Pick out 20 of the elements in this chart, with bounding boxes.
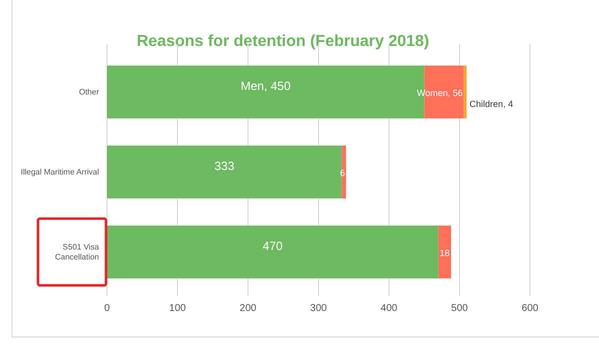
bar xyxy=(107,226,438,278)
x-tick-label: 100 xyxy=(169,303,186,314)
data-label: Men, 450 xyxy=(240,79,291,93)
data-label: 18 xyxy=(440,248,450,258)
x-tick-label: 400 xyxy=(380,303,398,314)
data-label: 470 xyxy=(262,239,284,253)
data-label: Children, 4 xyxy=(470,98,514,109)
x-tick-label: 600 xyxy=(522,303,539,314)
y-tick-label: Other xyxy=(78,88,100,97)
x-tick-label: 0 xyxy=(104,303,110,314)
x-tick-label: 300 xyxy=(310,303,328,314)
x-tick-label: 500 xyxy=(451,303,468,314)
bar xyxy=(438,226,452,278)
chart-title: Reasons for detention (February 2018) xyxy=(136,33,430,50)
bar xyxy=(107,146,342,198)
x-tick-label: 200 xyxy=(240,303,257,314)
y-tick-label: S501 Visa Cancellation xyxy=(54,242,100,262)
y-tick-label: Illegal Maritime Arrival xyxy=(20,168,100,177)
data-label: 333 xyxy=(214,159,235,173)
bar xyxy=(464,66,467,118)
